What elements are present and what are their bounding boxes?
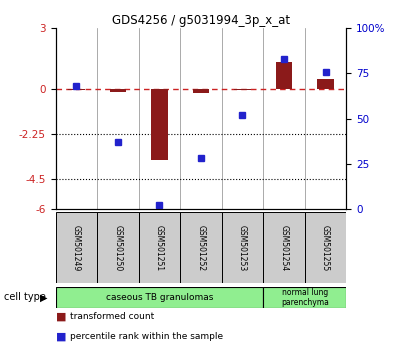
Bar: [110, 88, 126, 92]
Text: transformed count: transformed count: [70, 312, 154, 321]
Text: caseous TB granulomas: caseous TB granulomas: [106, 293, 213, 302]
Bar: [317, 80, 334, 88]
Text: ■: ■: [56, 312, 66, 322]
Text: GSM501255: GSM501255: [321, 225, 330, 271]
Bar: [276, 62, 292, 88]
Text: ■: ■: [56, 331, 66, 341]
Bar: [305, 212, 346, 283]
Text: GSM501252: GSM501252: [197, 225, 205, 271]
Bar: [234, 88, 251, 90]
Text: GSM501253: GSM501253: [238, 225, 247, 271]
Bar: [193, 88, 209, 92]
Bar: [139, 212, 180, 283]
Bar: [263, 287, 346, 308]
Bar: [180, 212, 222, 283]
Text: normal lung
parenchyma: normal lung parenchyma: [281, 288, 329, 307]
Bar: [56, 212, 97, 283]
Text: cell type: cell type: [4, 292, 46, 302]
Text: GSM501254: GSM501254: [279, 225, 289, 271]
Bar: [56, 287, 263, 308]
Bar: [222, 212, 263, 283]
Bar: [151, 88, 168, 160]
Text: percentile rank within the sample: percentile rank within the sample: [70, 332, 223, 341]
Text: ▶: ▶: [40, 292, 47, 302]
Title: GDS4256 / g5031994_3p_x_at: GDS4256 / g5031994_3p_x_at: [112, 14, 290, 27]
Text: GSM501250: GSM501250: [113, 225, 123, 271]
Bar: [97, 212, 139, 283]
Bar: [68, 88, 85, 90]
Bar: [263, 212, 305, 283]
Text: GSM501251: GSM501251: [155, 225, 164, 271]
Text: GSM501249: GSM501249: [72, 225, 81, 271]
